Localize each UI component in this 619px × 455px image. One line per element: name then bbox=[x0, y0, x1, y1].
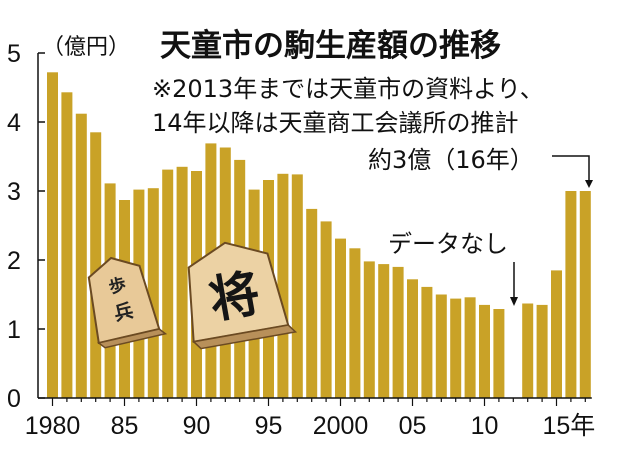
bar-1988 bbox=[162, 169, 174, 398]
bar-2001 bbox=[349, 248, 361, 398]
x-tick-label-1980: 1980 bbox=[25, 412, 81, 440]
x-tick-label-1985: 85 bbox=[111, 412, 139, 440]
y-tick-label-4: 4 bbox=[7, 109, 21, 137]
axes-group: 0 1 2 3 4 5 1980 85 90 95 2000 05 10 15年 bbox=[7, 40, 595, 440]
annotation-2016: 約3億（16年） bbox=[368, 146, 534, 174]
bar-1980 bbox=[47, 72, 58, 399]
y-tick-label-1: 1 bbox=[7, 316, 21, 344]
bar-2008 bbox=[450, 298, 462, 398]
bar-2016 bbox=[565, 191, 577, 398]
y-tick-label-3: 3 bbox=[7, 178, 21, 206]
svg-text:兵: 兵 bbox=[112, 300, 135, 326]
y-tick-label-2: 2 bbox=[7, 247, 21, 275]
annotation-2016-arrowhead bbox=[585, 180, 593, 188]
bar-1998 bbox=[306, 208, 318, 398]
source-note-line1: ※2013年までは天童市の資料より、 bbox=[152, 75, 544, 103]
shogi-piece-fuhyo-icon: 歩 兵 bbox=[87, 256, 168, 349]
x-tick-label-2000: 2000 bbox=[313, 412, 369, 440]
source-note-line2: 14年以降は天童商工会議所の推計 bbox=[152, 109, 519, 137]
bar-1997 bbox=[291, 174, 303, 398]
bar-2009 bbox=[464, 297, 476, 398]
y-axis-unit-label: （億円） bbox=[42, 35, 130, 60]
bar-2005 bbox=[407, 279, 418, 398]
bar-1982 bbox=[75, 113, 87, 398]
bar-1987 bbox=[147, 188, 159, 398]
bar-2010 bbox=[479, 304, 490, 398]
x-tick-label-1990: 90 bbox=[183, 412, 211, 440]
bar-1983 bbox=[90, 132, 102, 399]
x-tick-label-1995: 95 bbox=[255, 412, 283, 440]
bar-1989 bbox=[176, 166, 188, 398]
bar-1999 bbox=[320, 221, 332, 398]
bar-2007 bbox=[435, 294, 447, 398]
bar-1981 bbox=[61, 92, 73, 399]
bar-1996 bbox=[277, 173, 289, 399]
missing-data-arrowhead bbox=[510, 297, 518, 306]
svg-text:将: 将 bbox=[205, 264, 264, 330]
bar-2014 bbox=[536, 304, 548, 398]
bar-2003 bbox=[378, 264, 390, 398]
x-tick-label-2005: 05 bbox=[399, 412, 427, 440]
x-tick-label-2015: 15年 bbox=[543, 412, 596, 440]
bar-2017 bbox=[579, 191, 591, 398]
bar-2015 bbox=[551, 270, 562, 398]
x-tick-label-2010: 10 bbox=[471, 412, 499, 440]
y-tick-label-0: 0 bbox=[7, 385, 21, 413]
bar-2006 bbox=[421, 286, 433, 398]
y-tick-label-5: 5 bbox=[7, 40, 21, 68]
annotation-2016-leader-line bbox=[552, 155, 590, 185]
shogi-piece-oosho-icon: 将 bbox=[187, 241, 298, 350]
bar-2002 bbox=[363, 261, 375, 398]
bar-2000 bbox=[335, 238, 346, 398]
bar-2004 bbox=[392, 266, 404, 398]
annotation-missing-data: データなし bbox=[388, 230, 508, 258]
bar-2013 bbox=[522, 303, 534, 398]
bar-2011 bbox=[493, 309, 505, 398]
chart-title: 天童市の駒生産額の推移 bbox=[160, 28, 501, 64]
svg-text:歩: 歩 bbox=[107, 274, 128, 298]
